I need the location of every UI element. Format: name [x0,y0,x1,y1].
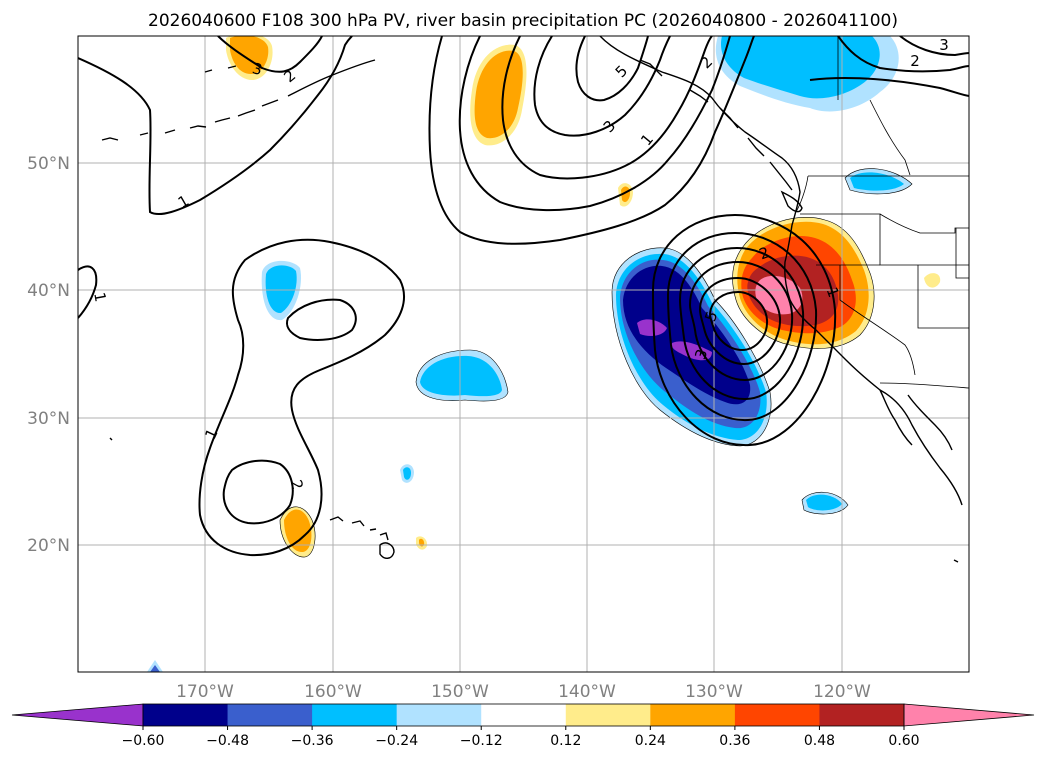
pv-contour-2 [809,77,969,97]
lat-label: 20°N [27,536,70,556]
pv-contour-6 [708,290,769,352]
pv-contour-5 [698,276,782,366]
pv-contour-3 [678,246,805,401]
colorbar-tick-label: −0.24 [375,733,418,749]
negative-anomaly-light [850,172,904,191]
pv-contours [78,36,969,557]
lon-label: 130°W [685,682,743,702]
colorbar-segment [143,704,229,726]
map-panel: 1 2 3 1 1 2 3 1 5 2 2 3 2 1 5 3 [78,36,969,672]
pv-contour-label: 1 [90,291,109,304]
pv-contour-2 [666,231,818,422]
pv-contour-4 [688,260,794,382]
colorbar-tick-label: 0.36 [719,733,750,749]
political-borders [795,36,969,389]
pv-contour-5 [533,36,671,137]
positive-anomaly-light [230,36,269,74]
pv-contour-2 [837,36,969,73]
pv-contour-1 [78,36,353,216]
pv-contour-1 [651,213,837,447]
lat-label: 40°N [27,281,70,301]
pv-contour-3 [899,36,969,57]
lon-label: 150°W [431,682,489,702]
lon-label: 120°W [813,682,871,702]
pv-contour-1 [78,265,98,319]
colorbar-segment [227,704,313,726]
figure-title: 2026040600 F108 300 hPa PV, river basin … [148,11,898,31]
pv-contour-2 [286,298,357,341]
colorbar-segment [650,704,736,726]
negative-anomaly-light [150,665,160,672]
negative-anomaly-light [720,36,880,99]
colorbar-tick-label: 0.24 [635,733,666,749]
pv-contour-5 [575,36,649,102]
pv-contour-1 [428,36,755,245]
latitude-labels: 50°N 40°N 30°N 20°N [27,154,70,556]
pv-contour-label: 2 [287,478,307,492]
pv-contour-label: 3 [939,36,949,54]
colorbar-tick-label: −0.60 [122,733,165,749]
colorbar-tick-label: −0.48 [206,733,249,749]
colorbar: −0.60 −0.48 −0.36 −0.24 −0.12 0.12 0.24 0.36 0.4… [11,703,1035,749]
graticule [78,36,969,672]
negative-anomaly-extreme [671,341,712,361]
coastlines [101,36,963,563]
positive-anomaly-faint [924,273,941,288]
lat-label: 50°N [27,154,70,174]
negative-anomaly-light [403,467,411,480]
colorbar-tick-label: −0.12 [460,733,503,749]
pv-contour-3 [501,36,713,180]
colorbar-tick-label: −0.36 [291,733,334,749]
negative-anomaly-light [265,265,297,314]
hawaii-islands [329,516,344,522]
positive-anomaly-light [474,50,523,139]
lon-label: 140°W [558,682,616,702]
pv-contour-2 [222,459,294,525]
lon-label: 170°W [176,682,234,702]
pv-contour-label: 2 [910,52,920,70]
colorbar-tick-label: 0.12 [550,733,581,749]
map-frame [77,35,970,673]
colorbar-extend-low [11,703,144,727]
pv-contour-2 [458,36,731,212]
colorbar-segment [396,704,482,726]
negative-anomaly-extreme [637,319,667,336]
lat-label: 30°N [27,409,70,429]
pv-contour-label: 3 [250,59,264,79]
colorbar-segment [481,704,567,726]
north-america-coast [599,36,963,506]
colorbar-tick-label: 0.48 [804,733,835,749]
colorbar-segment [312,704,398,726]
pv-contour-1 [198,238,405,557]
positive-anomaly-light [284,509,312,553]
negative-anomaly-light [420,355,502,397]
negative-anomaly-light [806,494,842,511]
pv-contour-2 [217,36,323,73]
colorbar-frame [142,703,905,727]
colorbar-extend-high [903,703,1035,727]
longitude-labels: 170°W 160°W 150°W 140°W 130°W 120°W [176,682,871,702]
negative-anomaly-strong [623,265,751,405]
colorbar-segment [734,704,820,726]
colorbar-tick-label: 0.60 [888,733,919,749]
colorbar-segment [565,704,651,726]
lon-label: 160°W [304,682,362,702]
colorbar-segment [819,704,905,726]
